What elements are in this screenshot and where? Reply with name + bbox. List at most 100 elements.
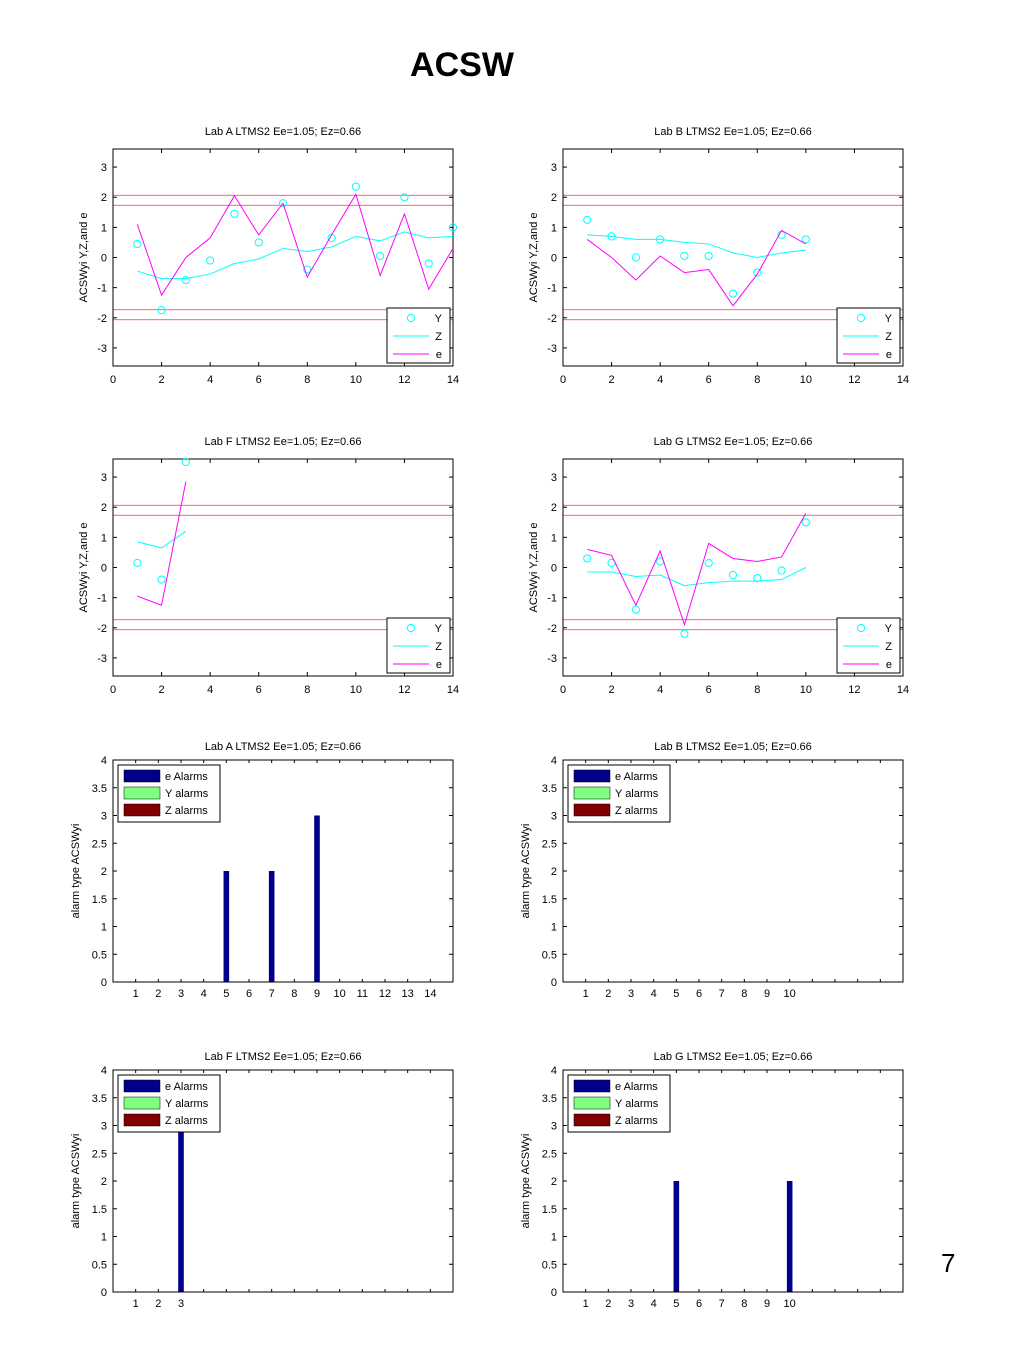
x-tick-label: 12 [379,988,391,1000]
chart-title: Lab A LTMS2 Ee=1.05; Ez=0.66 [205,741,361,753]
legend: e Alarms Y alarms Z alarms [567,764,671,823]
y-axis-label: alarm type ACSWyi [520,1134,532,1229]
legend-label: e Alarms [165,771,208,783]
y-tick-label: -3 [547,343,557,355]
x-tick-label: 6 [706,684,712,696]
y-tick-label: 2 [101,1176,107,1188]
y-tick-label: 3 [551,162,557,174]
x-tick-label: 6 [696,988,702,1000]
legend-label: Y [435,313,443,325]
y-tick-label: 1 [101,922,107,934]
series-Z-line [137,231,454,280]
y-tick-label: 0 [551,563,557,575]
legend-label: Z [885,641,892,653]
y-tick-label: -1 [547,593,557,605]
y-tick-label: 4 [551,1065,557,1077]
legend-label: Y [435,623,443,635]
x-tick-label: 2 [159,684,165,696]
x-tick-label: 2 [159,374,165,386]
y-tick-label: 0 [551,1287,557,1299]
y-tick-label: 2 [101,192,107,204]
x-tick-label: 8 [754,684,760,696]
x-tick-label: 4 [657,684,663,696]
legend-label: e [436,659,442,671]
series-Y-point [448,223,458,232]
series-Y-point [278,199,288,208]
legend-marker [856,313,866,323]
y-tick-label: 0 [551,253,557,265]
x-tick-label: 9 [764,988,770,1000]
y-tick-label: -1 [547,283,557,295]
y-axis-label: alarm type ACSWyi [70,1134,82,1229]
x-tick-label: 8 [304,374,310,386]
legend-label: e Alarms [165,1081,208,1093]
x-tick-label: 0 [560,684,566,696]
legend-marker [406,313,416,323]
x-tick-label: 6 [246,988,252,1000]
page-number: 7 [941,1248,956,1278]
x-tick-label: 10 [334,988,346,1000]
legend-label: e Alarms [615,1081,658,1093]
y-tick-label: 1 [101,532,107,544]
y-tick-label: 2.5 [92,1148,107,1160]
series-e-line [587,513,807,627]
y-tick-label: -3 [547,653,557,665]
legend-swatch [573,803,611,817]
y-tick-label: 3.5 [542,1093,557,1105]
x-tick-label: 14 [447,684,459,696]
legend-label: Z [435,331,442,343]
series-Y-point [583,554,592,563]
x-tick-label: 8 [304,684,310,696]
y-tick-label: 1 [101,222,107,234]
x-tick-label: 4 [651,1298,657,1310]
y-tick-label: -1 [97,593,107,605]
legend: e Alarms Y alarms Z alarms [117,1074,221,1133]
x-tick-label: 3 [178,988,184,1000]
legend-marker [406,623,416,633]
x-tick-label: 10 [350,374,362,386]
legend-label: Z alarms [615,805,658,817]
y-tick-label: 3 [101,472,107,484]
y-tick-label: 0 [101,1287,107,1299]
legend-label: e [886,349,892,361]
legend: e Alarms Y alarms Z alarms [117,764,221,823]
y-tick-label: 2 [551,502,557,514]
series-Y-point [704,251,713,261]
series-e-line [136,192,454,297]
legend: e Alarms Y alarms Z alarms [567,1074,671,1133]
x-tick-label: 2 [609,684,615,696]
bar-chart-6: 0 0.5 1 1.5 2 2.5 3 3.5 4 1 2 3 Lab F LTMS2 Ee=1.05;… [70,1051,454,1310]
y-tick-label: 1 [551,1232,557,1244]
x-tick-label: 10 [784,1298,796,1310]
x-tick-label: 8 [754,374,760,386]
y-tick-label: 2.5 [542,1148,557,1160]
series-e-line [586,229,807,307]
x-tick-label: 2 [605,1298,611,1310]
chart-title: Lab B LTMS2 Ee=1.05; Ez=0.66 [654,741,812,753]
legend-swatch [573,769,611,783]
x-tick-label: 9 [764,1298,770,1310]
y-axis-label: alarm type ACSWyi [520,824,532,919]
legend-label: Z alarms [615,1115,658,1127]
legend-swatch [123,1096,161,1110]
x-tick-label: 12 [848,374,860,386]
y-axis-label: alarm type ACSWyi [70,824,82,919]
series-Y-point [777,566,786,575]
x-tick-label: 10 [784,988,796,1000]
x-tick-label: 4 [207,374,213,386]
y-tick-label: 1.5 [542,1204,557,1216]
series-Y-point [680,629,689,638]
legend-swatch [573,1113,611,1127]
y-tick-label: 0 [551,977,557,989]
bar-chart-4: 00.511.522.533.541 2 3 4 5 6 7 8 9 10 11 12 13 14Lab … [70,741,454,1000]
series-Y-point [181,276,190,285]
y-tick-label: -3 [97,343,107,355]
y-tick-label: 0 [101,253,107,265]
chart-title: Lab G LTMS2 Ee=1.05; Ez=0.66 [654,436,813,448]
series-Y-point [206,256,215,265]
x-tick-label: 0 [560,374,566,386]
series-Y-point [181,457,190,467]
